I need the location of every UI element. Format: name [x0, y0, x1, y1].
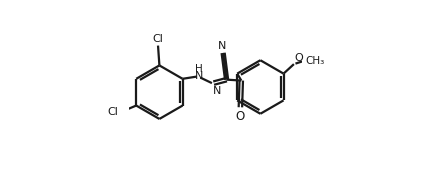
- Text: N: N: [194, 71, 203, 81]
- Text: CH₃: CH₃: [304, 56, 324, 66]
- Text: O: O: [235, 110, 244, 123]
- Text: Cl: Cl: [152, 34, 163, 44]
- Text: N: N: [218, 41, 226, 51]
- Text: Cl: Cl: [107, 108, 117, 117]
- Text: H: H: [195, 64, 203, 74]
- Text: O: O: [294, 53, 302, 63]
- Text: N: N: [213, 86, 221, 96]
